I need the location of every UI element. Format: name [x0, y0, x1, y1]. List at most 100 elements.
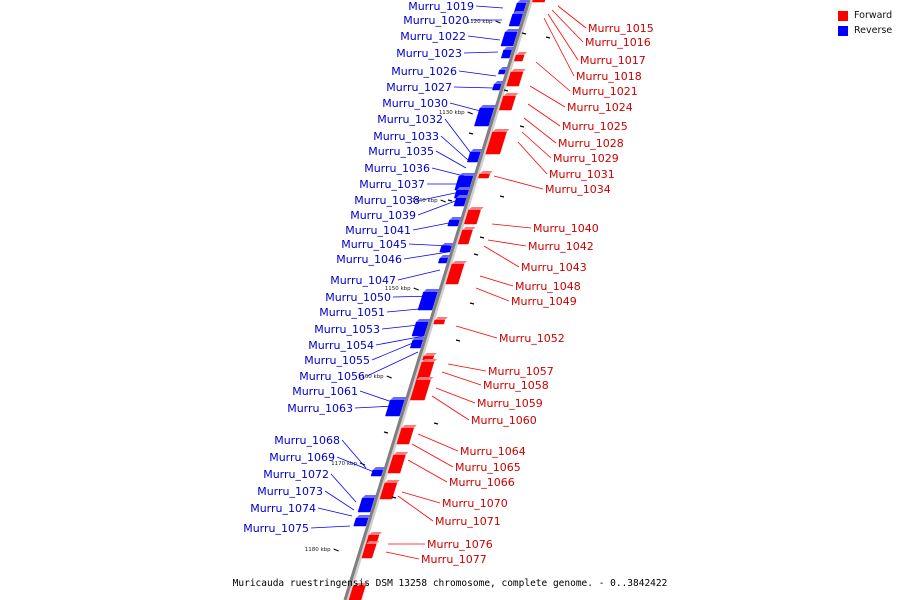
gene-features: [348, 0, 551, 600]
forward-gene-label: Murru_1048: [515, 280, 581, 293]
reverse-leader-line: [403, 251, 449, 260]
forward-gene-label: Murru_1076: [427, 538, 493, 551]
backbone-line: [343, 0, 531, 600]
forward-gene-6-feature: [463, 207, 484, 225]
forward-gene-label: Murru_1058: [483, 379, 549, 392]
reverse-gene-label: Murru_1032: [377, 113, 443, 126]
forward-leader-line: [401, 491, 441, 504]
reverse-gene-7-feature: [466, 149, 484, 163]
position-ticks: 1120 kbp 1130 kbp 1140 kbp 1150 kbp 1160 kbp…: [305, 19, 501, 553]
forward-gene-label: Murru_1077: [421, 553, 487, 566]
forward-gene-17-feature: [361, 541, 380, 559]
reverse-gene-label: Murru_1047: [330, 274, 396, 287]
reverse-gene-label: Murru_1038: [354, 194, 420, 207]
reverse-leader-line: [392, 295, 435, 298]
forward-leader-line: [417, 433, 459, 452]
feature-marker: [545, 36, 551, 39]
reverse-leader-line: [412, 221, 455, 231]
reverse-leader-line: [310, 525, 351, 529]
reverse-gene-5-feature: [492, 81, 505, 91]
reverse-gene-label: Murru_1053: [314, 323, 380, 336]
tick-mark: [333, 548, 339, 552]
reverse-leader-line: [463, 51, 499, 54]
legend-item: Reverse: [838, 23, 900, 38]
reverse-gene-label: Murru_1023: [396, 47, 462, 60]
forward-leader-line: [435, 387, 476, 404]
reverse-leader-line: [397, 269, 441, 281]
feature-marker: [383, 431, 389, 434]
forward-leader-line: [407, 459, 448, 483]
legend-swatch: [838, 10, 848, 21]
reverse-gene-label: Murru_1054: [308, 339, 374, 352]
reverse-gene-label: Murru_1061: [292, 385, 358, 398]
forward-gene-label: Murru_1071: [435, 515, 501, 528]
reverse-gene-label: Murru_1035: [368, 145, 434, 158]
reverse-gene-label: Murru_1039: [350, 209, 416, 222]
reverse-leader-line: [435, 150, 467, 169]
reverse-leader-line: [359, 390, 399, 405]
tick-label: 1120 kbp: [467, 19, 493, 25]
forward-gene-5-feature: [478, 171, 493, 179]
reverse-leader-line: [458, 70, 497, 77]
reverse-gene-12-feature: [439, 243, 455, 253]
forward-leader-line: [517, 141, 548, 175]
tick-label: 1180 kbp: [305, 547, 331, 553]
feature-marker: [479, 236, 485, 239]
forward-gene-label: Murru_1025: [562, 120, 628, 133]
forward-gene-label: Murru_1017: [580, 54, 646, 67]
forward-leader-line: [411, 443, 454, 468]
forward-gene-label: Murru_1021: [572, 85, 638, 98]
forward-leader-line: [543, 17, 575, 77]
reverse-gene-label: Murru_1051: [319, 306, 385, 319]
forward-gene-label: Murru_1043: [521, 261, 587, 274]
reverse-gene-4-feature: [497, 67, 509, 75]
reverse-leader-line: [336, 456, 375, 473]
forward-leader-line: [535, 61, 571, 92]
legend-swatch: [838, 25, 848, 36]
forward-gene-18-feature: [348, 583, 369, 600]
reverse-gene-label: Murru_1050: [325, 291, 391, 304]
legend: Forward Reverse: [838, 8, 900, 38]
tick-label: 1140 kbp: [412, 198, 438, 204]
reverse-gene-label: Murru_1068: [274, 434, 340, 447]
reverse-gene-20-feature: [353, 515, 372, 527]
reverse-gene-label: Murru_1075: [243, 522, 309, 535]
reverse-leader-line: [341, 439, 367, 469]
forward-gene-10-feature: [422, 353, 437, 361]
forward-gene-label: Murru_1029: [553, 152, 619, 165]
reverse-gene-label: Murru_1041: [345, 224, 411, 237]
forward-leader-line: [483, 245, 520, 268]
forward-leader-line: [521, 131, 552, 159]
reverse-gene-2-feature: [500, 29, 521, 47]
forward-gene-14-feature: [387, 452, 409, 474]
reverse-leader-line: [417, 199, 459, 216]
reverse-gene-label: Murru_1022: [400, 30, 466, 43]
reverse-leader-line: [317, 507, 353, 517]
feature-marker: [469, 302, 475, 305]
forward-leader-line: [551, 9, 584, 43]
reverse-leader-line: [381, 323, 429, 330]
tick-label: 1170 kbp: [331, 461, 357, 467]
forward-gene-label: Murru_1049: [511, 295, 577, 308]
forward-leader-line: [397, 495, 434, 522]
forward-gene-label: Murru_1070: [442, 497, 508, 510]
feature-marker: [503, 89, 509, 92]
forward-gene-label: Murru_1057: [488, 365, 554, 378]
forward-leader-line: [493, 175, 544, 190]
forward-gene-label: Murru_1028: [558, 137, 624, 150]
forward-gene-1-feature: [513, 52, 528, 62]
forward-leader-line: [527, 103, 561, 127]
reverse-gene-label: Murru_1019: [408, 0, 474, 13]
forward-leader-line: [431, 395, 470, 421]
tick-label: 1150 kbp: [385, 286, 411, 292]
reverse-gene-label: Murru_1045: [341, 238, 407, 251]
reverse-gene-label: Murru_1073: [257, 485, 323, 498]
forward-gene-label: Murru_1042: [528, 240, 594, 253]
legend-item: Forward: [838, 8, 900, 23]
reverse-leader-line: [449, 102, 485, 113]
reverse-gene-17-feature: [385, 397, 408, 417]
reverse-leader-line: [371, 339, 421, 361]
forward-leader-line: [455, 325, 498, 339]
reverse-gene-13-feature: [438, 255, 451, 264]
